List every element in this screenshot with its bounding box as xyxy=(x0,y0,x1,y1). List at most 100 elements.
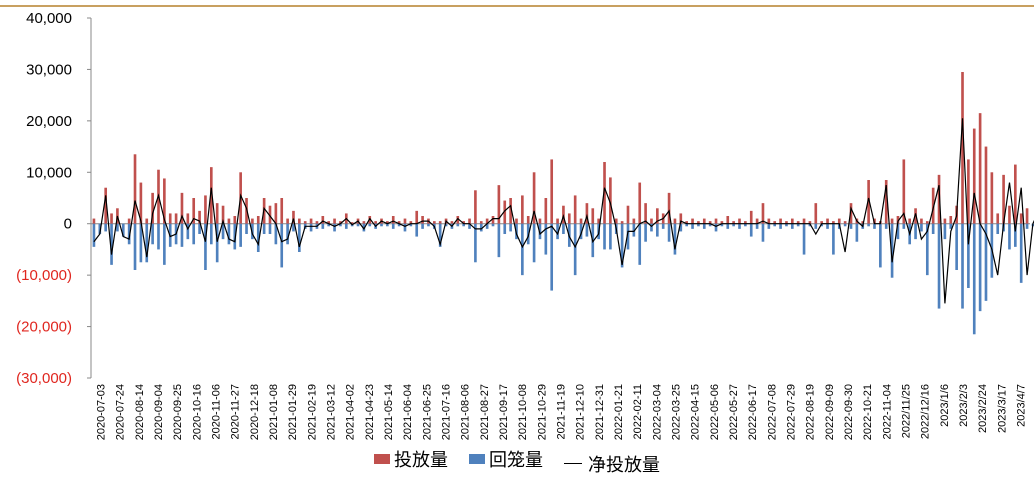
legend-line-net xyxy=(564,463,583,464)
bar-issuance xyxy=(920,218,923,224)
bar-maturity xyxy=(656,223,659,237)
bar-maturity xyxy=(879,223,882,268)
bar-issuance xyxy=(738,218,741,224)
bar-issuance xyxy=(256,216,260,224)
x-tick-label: 2021-01-08 xyxy=(268,384,280,440)
bar-maturity xyxy=(268,223,272,234)
bar-maturity xyxy=(239,223,242,247)
bar-issuance xyxy=(339,221,342,224)
bar-issuance xyxy=(403,218,407,224)
x-tick-label: 2021-12-10 xyxy=(575,384,587,440)
bar-issuance xyxy=(767,218,771,224)
bar-maturity xyxy=(867,223,870,227)
bar-maturity xyxy=(292,223,295,232)
bar-issuance xyxy=(456,216,460,224)
bar-issuance xyxy=(984,146,988,224)
bar-issuance xyxy=(961,72,964,224)
x-tick-label: 2022-07-08 xyxy=(766,384,778,440)
bar-maturity xyxy=(802,223,806,255)
x-tick-label: 2020-09-04 xyxy=(153,384,165,440)
bar-maturity xyxy=(550,223,554,291)
bar-maturity xyxy=(849,223,853,229)
bar-maturity xyxy=(474,223,477,263)
bar-issuance xyxy=(837,218,841,224)
bar-maturity xyxy=(925,223,929,276)
x-tick-label: 2020-11-27 xyxy=(230,384,242,439)
bar-maturity xyxy=(644,223,647,242)
x-tick-label: 2020-10-16 xyxy=(191,384,203,440)
bar-issuance xyxy=(1014,164,1017,224)
bar-issuance xyxy=(843,221,847,224)
bar-maturity xyxy=(808,223,812,227)
legend-label-net: 净投放量 xyxy=(588,454,661,475)
bar-issuance xyxy=(990,172,994,224)
bar-issuance xyxy=(808,221,812,224)
bar-issuance xyxy=(832,221,835,224)
bar-maturity xyxy=(673,223,677,255)
bar-issuance xyxy=(567,213,571,224)
bar-maturity xyxy=(603,223,606,250)
bar-issuance xyxy=(233,216,237,224)
bar-issuance xyxy=(708,221,712,224)
bar-issuance xyxy=(779,218,782,224)
bar-issuance xyxy=(685,221,688,224)
x-tick-label: 2020-07-03 xyxy=(96,384,108,440)
bar-issuance xyxy=(573,195,577,224)
bar-issuance xyxy=(274,203,278,224)
x-tick-label: 2022-10-21 xyxy=(862,384,874,440)
bar-issuance xyxy=(943,218,947,224)
bar-issuance xyxy=(303,221,307,224)
bar-maturity xyxy=(996,223,1000,234)
bar-maturity xyxy=(227,223,231,245)
bar-issuance xyxy=(532,172,536,224)
bar-maturity xyxy=(286,223,289,245)
bar-issuance xyxy=(726,216,730,224)
bar-issuance xyxy=(585,203,589,224)
x-tick-label: 2023/2/24 xyxy=(977,384,989,433)
bar-issuance xyxy=(198,210,201,224)
bar-maturity xyxy=(544,223,548,255)
x-tick-label: 2021-07-16 xyxy=(441,384,453,440)
bar-issuance xyxy=(902,159,906,224)
bar-issuance xyxy=(491,216,495,224)
y-tick-label: (30,000) xyxy=(16,370,72,387)
bar-issuance xyxy=(221,205,225,224)
bar-issuance xyxy=(673,218,677,224)
bar-maturity xyxy=(491,223,495,227)
x-tick-label: 2022-05-27 xyxy=(728,384,740,440)
bar-maturity xyxy=(215,223,219,263)
x-tick-label: 2022/12/16 xyxy=(920,384,932,439)
bar-issuance xyxy=(421,216,424,224)
bar-maturity xyxy=(344,223,348,229)
chart-legend: 投放量 回笼量 净投放量 xyxy=(0,446,1034,477)
bar-issuance xyxy=(327,221,331,224)
bar-maturity xyxy=(245,223,248,234)
bar-issuance xyxy=(521,195,524,224)
bar-maturity xyxy=(884,223,888,229)
bar-issuance xyxy=(151,192,154,224)
bar-issuance xyxy=(286,218,289,224)
bar-issuance xyxy=(333,218,336,224)
bar-issuance xyxy=(609,177,612,224)
bar-issuance xyxy=(362,221,366,224)
bar-issuance xyxy=(556,218,559,224)
bar-maturity xyxy=(521,223,524,276)
bar-issuance xyxy=(820,221,823,224)
bar-maturity xyxy=(579,223,583,240)
bar-issuance xyxy=(438,221,442,224)
x-tick-label: 2021-11-19 xyxy=(556,384,568,439)
bar-maturity xyxy=(1025,223,1029,229)
bar-maturity xyxy=(714,223,718,232)
legend-label-issuance: 投放量 xyxy=(393,450,448,470)
x-tick-label: 2021-10-29 xyxy=(536,384,548,440)
bar-issuance xyxy=(925,221,929,224)
bar-maturity xyxy=(427,223,430,227)
bar-issuance xyxy=(914,208,917,224)
bar-issuance xyxy=(474,190,477,224)
bar-issuance xyxy=(579,218,583,224)
chart-plot: 40,000 30,000 20,000 10,000 0 (10,000) (20,000… xyxy=(16,10,1034,440)
bar-issuance xyxy=(1008,205,1011,224)
bar-issuance xyxy=(204,195,207,224)
bar-maturity xyxy=(843,223,847,227)
bar-maturity xyxy=(955,223,958,270)
